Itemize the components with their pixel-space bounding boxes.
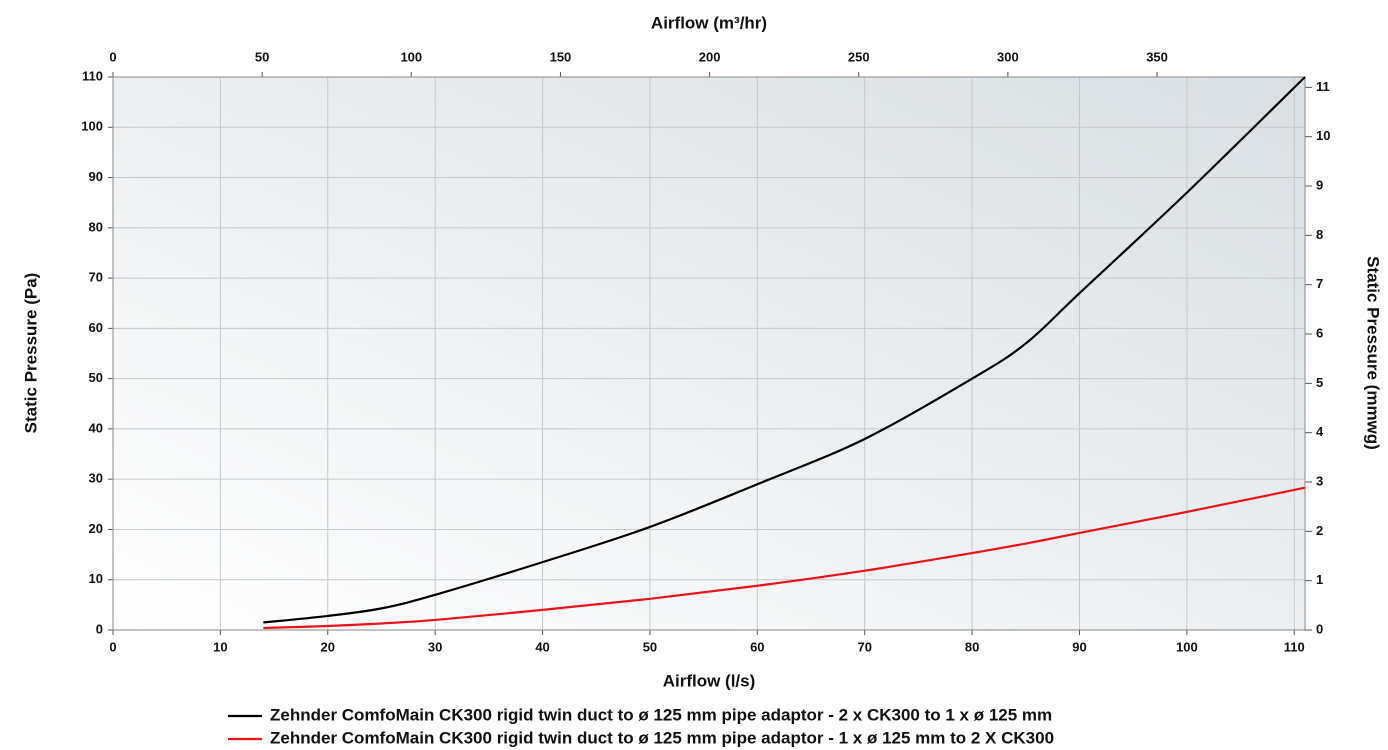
y2-tick-label: 5 (1316, 375, 1323, 390)
y2-tick-label: 3 (1316, 473, 1323, 488)
y-tick-label: 80 (89, 219, 103, 234)
y2-tick-label: 8 (1316, 227, 1323, 242)
x2-tick-label: 300 (997, 49, 1019, 64)
x2-tick-label: 150 (550, 49, 572, 64)
x2-tick-label: 200 (699, 49, 721, 64)
y-tick-label: 70 (89, 270, 103, 285)
plot-area (113, 77, 1305, 630)
x-tick-label: 90 (1072, 639, 1086, 654)
y2-tick-label: 0 (1316, 621, 1323, 636)
x2-axis-label: Airflow (m³/hr) (651, 13, 767, 32)
x-tick-label: 10 (213, 639, 227, 654)
x-tick-label: 20 (321, 639, 335, 654)
y-tick-label: 20 (89, 521, 103, 536)
y-tick-label: 90 (89, 169, 103, 184)
x-tick-label: 80 (965, 639, 979, 654)
x2-tick-label: 250 (848, 49, 870, 64)
x-tick-label: 70 (857, 639, 871, 654)
y-tick-label: 40 (89, 420, 103, 435)
legend-label: Zehnder ComfoMain CK300 rigid twin duct … (270, 705, 1052, 724)
x-tick-label: 40 (535, 639, 549, 654)
x-tick-label: 110 (1284, 639, 1305, 654)
y-tick-label: 10 (89, 571, 103, 586)
series-line (263, 486, 1306, 630)
x2-tick-label: 350 (1146, 49, 1168, 64)
x-tick-label: 100 (1176, 639, 1198, 654)
y2-tick-label: 4 (1316, 424, 1324, 439)
y2-tick-label: 9 (1316, 177, 1323, 192)
y2-tick-label: 6 (1316, 325, 1323, 340)
x-tick-label: 60 (750, 639, 764, 654)
plot-frame (112, 76, 1306, 631)
x-tick-label: 0 (109, 639, 116, 654)
y2-tick-label: 10 (1316, 128, 1330, 143)
y2-tick-label: 7 (1316, 276, 1323, 291)
y2-tick-label: 2 (1316, 523, 1323, 538)
y-tick-label: 60 (89, 320, 103, 335)
x-axis-label: Airflow (l/s) (663, 671, 756, 690)
y-tick-label: 50 (89, 370, 103, 385)
y2-tick-label: 1 (1316, 572, 1323, 587)
x2-tick-label: 50 (255, 49, 269, 64)
y2-tick-label: 11 (1316, 79, 1330, 94)
x-tick-label: 30 (428, 639, 442, 654)
x2-tick-label: 100 (400, 49, 422, 64)
x2-tick-label: 0 (109, 49, 116, 64)
y2-axis-label: Static Pressure (mmwg) (1364, 256, 1383, 450)
x-tick-label: 50 (643, 639, 657, 654)
y-tick-label: 100 (81, 119, 103, 134)
y-axis-label: Static Pressure (Pa) (21, 273, 40, 434)
y-tick-label: 30 (89, 471, 103, 486)
series-line (263, 76, 1306, 624)
y-tick-label: 110 (82, 68, 103, 83)
legend-label: Zehnder ComfoMain CK300 rigid twin duct … (270, 728, 1054, 747)
y-tick-label: 0 (96, 621, 103, 636)
